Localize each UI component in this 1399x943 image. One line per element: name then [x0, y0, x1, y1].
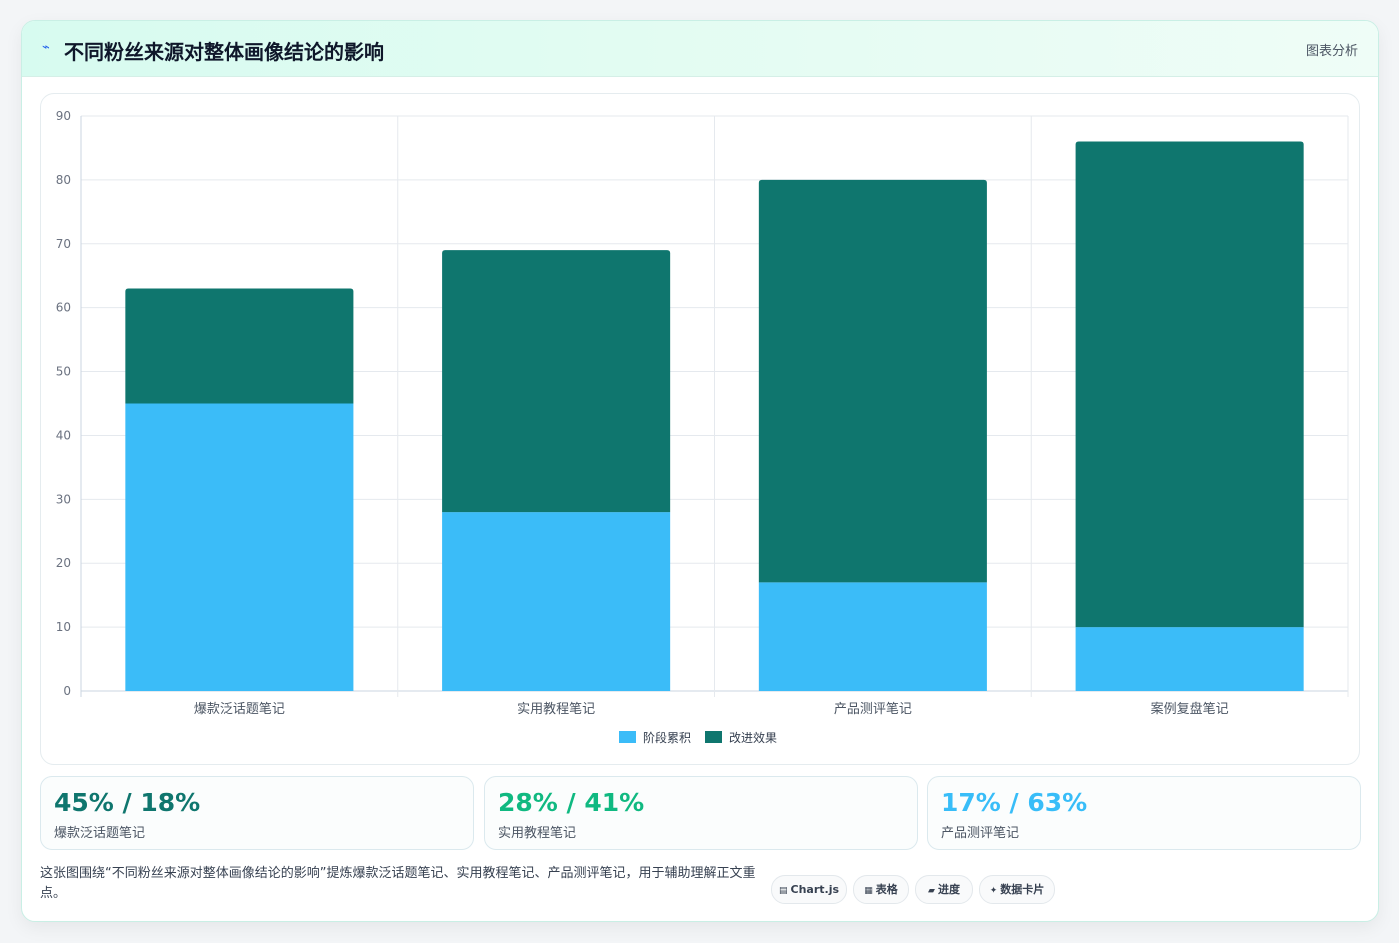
y-tick-label: 20 — [56, 556, 71, 570]
stat-label: 产品测评笔记 — [941, 826, 1020, 841]
y-tick-label: 0 — [63, 684, 71, 698]
stat-label: 实用教程笔记 — [498, 826, 577, 841]
table-icon: ▦ — [864, 886, 873, 896]
y-tick-label: 70 — [56, 237, 71, 251]
sparkle-icon: ✦ — [989, 886, 998, 896]
pill-label: 数据卡片 — [1000, 883, 1045, 896]
stat-value: 17% / 63% — [941, 788, 1088, 817]
bar-segment — [125, 403, 354, 691]
pill-label: Chart.js — [790, 883, 840, 896]
bar-segment — [442, 250, 671, 513]
x-tick-label: 案例复盘笔记 — [1151, 701, 1229, 717]
chart-analysis-tag: 图表分析 — [1305, 44, 1358, 59]
x-tick-label: 爆款泛话题笔记 — [194, 701, 285, 717]
stat-value: 28% / 41% — [498, 788, 645, 817]
bar-segment — [758, 179, 987, 583]
x-tick-label: 产品测评笔记 — [834, 701, 912, 717]
legend-label: 阶段累积 — [643, 730, 691, 745]
y-tick-label: 30 — [56, 492, 71, 506]
bar-segment — [758, 582, 987, 691]
y-tick-label: 80 — [56, 173, 71, 187]
lightning-icon: ⌁ — [42, 40, 50, 55]
stat-card-3: 17% / 63% 产品测评笔记 — [927, 776, 1361, 850]
stat-label: 爆款泛话题笔记 — [54, 826, 146, 841]
chart-icon: ▤ — [778, 886, 788, 896]
pill-data-card[interactable]: ✦ 数据卡片 — [979, 875, 1055, 904]
bar-segment — [442, 512, 671, 691]
pill-label: 进度 — [937, 883, 960, 896]
x-tick-label: 实用教程笔记 — [517, 701, 595, 717]
card-header: ⌁ 不同粉丝来源对整体画像结论的影响 图表分析 — [22, 21, 1378, 77]
pill-progress[interactable]: ▰ 进度 — [915, 875, 973, 904]
bar-segment — [1075, 627, 1304, 691]
stat-card-2: 28% / 41% 实用教程笔记 — [484, 776, 918, 850]
legend-swatch — [619, 731, 636, 743]
pill-chartjs[interactable]: ▤ Chart.js — [771, 875, 847, 904]
chart-panel: 0 10 20 30 40 50 60 70 80 90 爆款泛话题笔记 实用教程笔记 产品测评笔记 案例… — [40, 93, 1360, 765]
chart-card: ⌁ 不同粉丝来源对整体画像结论的影响 图表分析 0 10 20 30 40 50 60 70 8… — [21, 20, 1379, 922]
y-tick-label: 40 — [56, 428, 71, 442]
y-tick-label: 50 — [56, 365, 71, 379]
legend-swatch — [705, 731, 722, 743]
bar-segment — [125, 288, 354, 404]
y-tick-label: 90 — [56, 109, 71, 123]
y-tick-label: 60 — [56, 301, 71, 315]
bar-segment — [1075, 141, 1304, 628]
stat-card-1: 45% / 18% 爆款泛话题笔记 — [40, 776, 474, 850]
pill-label: 表格 — [875, 883, 898, 896]
chart-footnote: 这张图围绕“不同粉丝来源对整体画像结论的影响”提炼爆款泛话题笔记、实用教程笔记、… — [40, 866, 756, 901]
legend-label: 改进效果 — [729, 730, 777, 745]
progress-icon: ▰ — [928, 886, 935, 896]
stacked-bar-chart: 0 10 20 30 40 50 60 70 80 90 爆款泛话题笔记 实用教程笔记 产品测评笔记 案例… — [56, 109, 1349, 745]
stat-value: 45% / 18% — [54, 788, 201, 817]
chart-title: 不同粉丝来源对整体画像结论的影响 — [64, 40, 384, 64]
y-tick-label: 10 — [56, 620, 71, 634]
pill-table[interactable]: ▦ 表格 — [853, 875, 909, 904]
